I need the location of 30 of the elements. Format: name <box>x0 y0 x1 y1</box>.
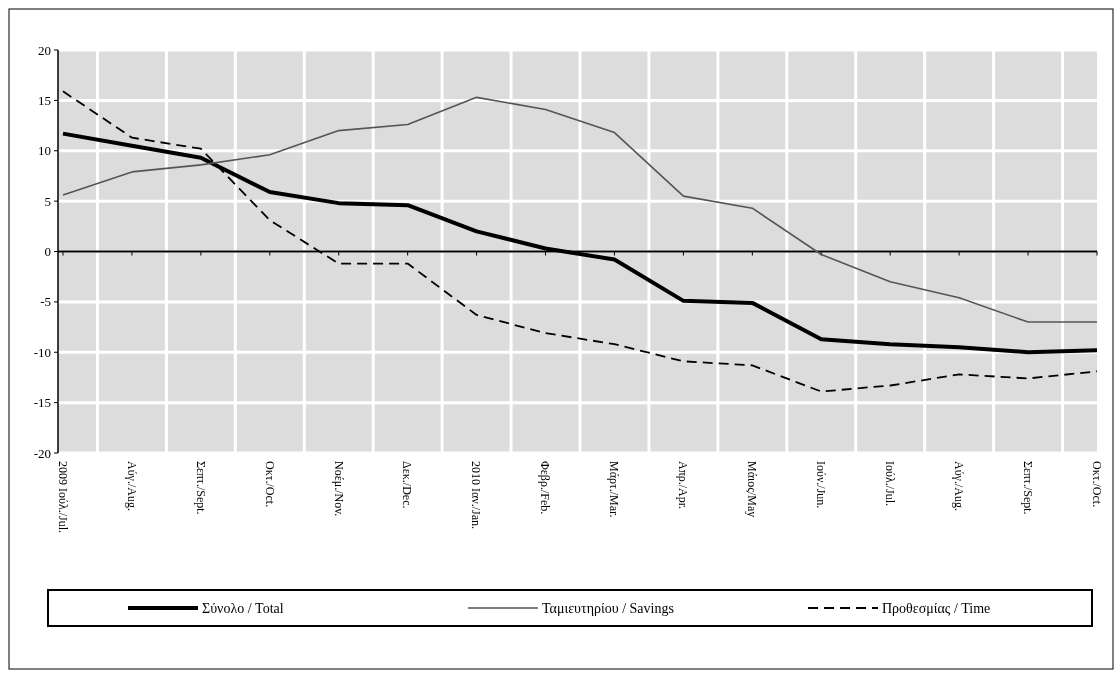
x-tick-label: Απρ./Apr. <box>676 461 691 510</box>
legend-label: Προθεσμίας / Time <box>882 600 991 616</box>
x-tick-label: Δεκ./Dec. <box>400 461 415 509</box>
legend-label: Σύνολο / Total <box>202 600 284 616</box>
y-tick-label: 5 <box>44 193 51 209</box>
y-tick-label: 10 <box>38 143 51 159</box>
y-tick-label: 15 <box>38 92 51 108</box>
x-tick-label: Φεβρ./Feb. <box>538 461 553 515</box>
x-tick-label: 2010 Ιαν./Jan. <box>469 461 484 530</box>
x-tick-label: Ιούλ./Jul. <box>883 461 897 507</box>
x-tick-label: Αύγ./Aug. <box>124 461 139 511</box>
x-tick-label: Σεπτ./Sept. <box>1020 461 1035 515</box>
x-tick-label: 2009 Ιούλ./Jul. <box>55 461 70 534</box>
line-series <box>62 96 1098 323</box>
y-tick-label: 0 <box>44 244 51 260</box>
y-tick-label: -5 <box>40 294 51 310</box>
line-series <box>62 90 1098 393</box>
x-tick-label: Οκτ./Oct. <box>262 461 277 508</box>
x-tick-label: Οκτ./Oct. <box>1089 461 1104 508</box>
x-tick-label: Νοέμ./Nov. <box>331 461 346 517</box>
y-tick-label: -20 <box>33 445 51 461</box>
y-tick-label: -10 <box>33 344 51 360</box>
legend-label: Ταμιευτηρίου / Savings <box>542 600 674 616</box>
x-tick-label: Αύγ./Aug. <box>951 461 966 511</box>
x-tick-label: Ιούν./Jun. <box>814 461 829 509</box>
y-tick-label: 20 <box>38 42 51 58</box>
x-tick-label: Μάρτ./Mar. <box>607 461 622 518</box>
x-tick-label: Σεπτ./Sept. <box>193 461 208 515</box>
x-tick-label: Μάιος/May <box>745 461 760 518</box>
y-tick-label: -15 <box>33 395 51 411</box>
